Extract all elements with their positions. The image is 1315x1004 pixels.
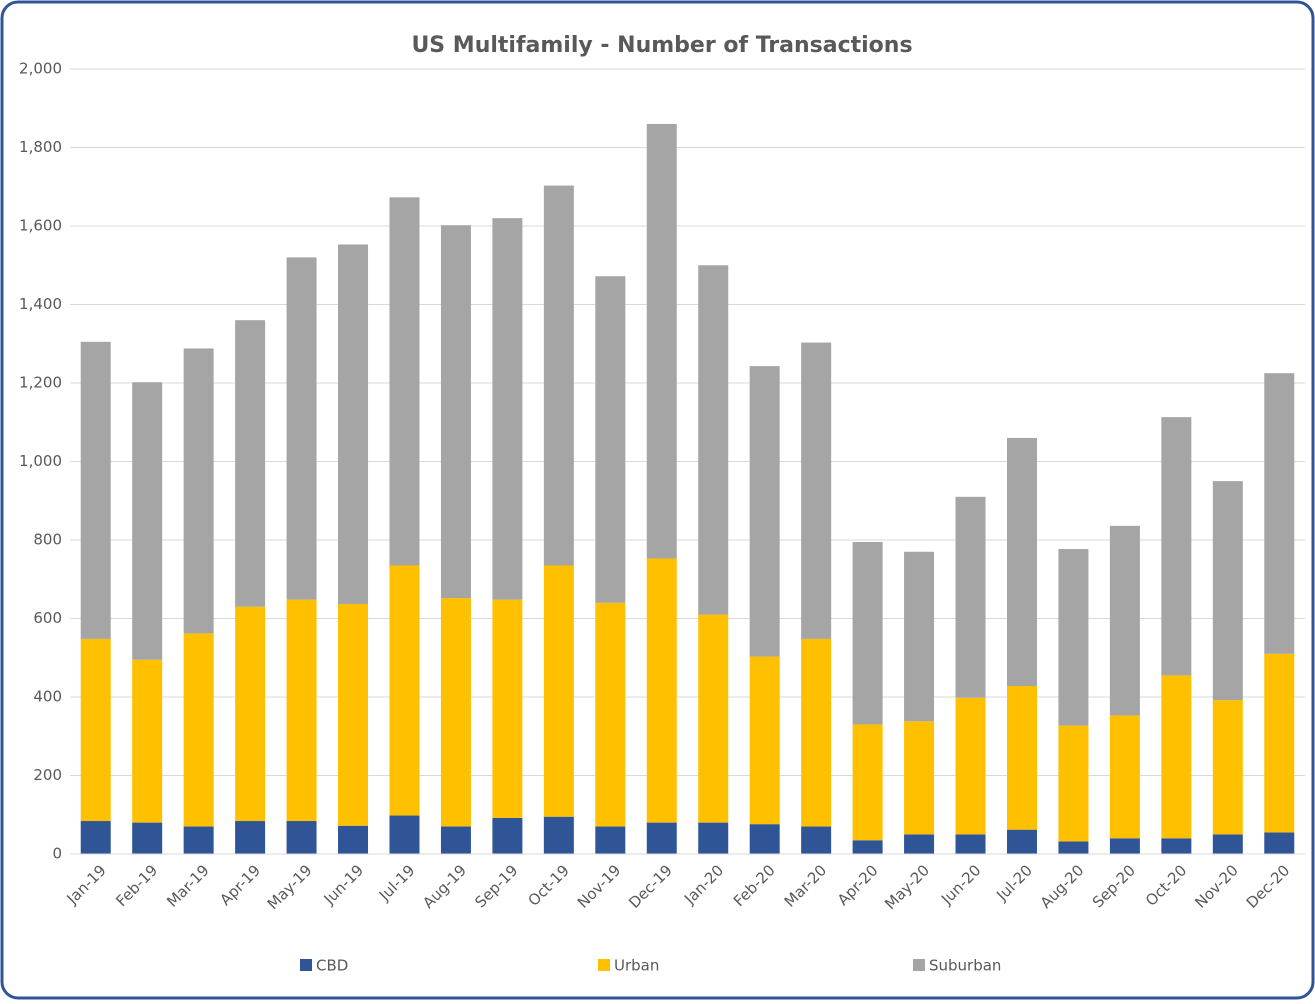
bar-segment bbox=[1109, 525, 1140, 716]
bar-segment bbox=[543, 816, 574, 854]
y-tick-label: 1,400 bbox=[19, 295, 62, 313]
bar-segment bbox=[955, 697, 986, 835]
bar-segment bbox=[132, 822, 163, 854]
bar-segment bbox=[492, 599, 523, 818]
bar-segment bbox=[1161, 838, 1192, 854]
bar-segment bbox=[646, 123, 677, 559]
bar-segment bbox=[338, 244, 369, 604]
bar-segment bbox=[646, 558, 677, 823]
bar-segment bbox=[1058, 841, 1089, 854]
bar-segment bbox=[80, 821, 111, 854]
bar-segment bbox=[389, 565, 420, 816]
y-tick-label: 1,200 bbox=[19, 374, 62, 392]
bar-segment bbox=[1006, 686, 1037, 830]
bar-segment bbox=[904, 834, 935, 854]
bar-segment bbox=[183, 633, 214, 827]
bar-segment bbox=[1109, 838, 1140, 854]
bar-segment bbox=[904, 551, 935, 722]
legend-swatch bbox=[300, 959, 312, 971]
bar-segment bbox=[440, 826, 471, 854]
bar-segment bbox=[595, 602, 626, 827]
legend-swatch bbox=[913, 959, 925, 971]
bar-segment bbox=[1006, 829, 1037, 854]
bar-segment bbox=[1058, 725, 1089, 842]
bar-segment bbox=[338, 825, 369, 854]
bar-segment bbox=[801, 826, 832, 854]
bar-segment bbox=[1264, 832, 1295, 854]
bar-segment bbox=[1264, 653, 1295, 833]
bar-segment bbox=[183, 826, 214, 854]
bar-segment bbox=[1161, 675, 1192, 839]
bar-segment bbox=[801, 342, 832, 639]
bar-segment bbox=[235, 320, 266, 607]
y-tick-label: 1,800 bbox=[19, 138, 62, 156]
bar-segment bbox=[1212, 481, 1243, 701]
bar-segment bbox=[389, 197, 420, 566]
bar-segment bbox=[1058, 549, 1089, 726]
bar-segment bbox=[1212, 834, 1243, 854]
bar-segment bbox=[338, 603, 369, 826]
bar-segment bbox=[955, 496, 986, 698]
legend-label: CBD bbox=[316, 957, 348, 975]
bar-segment bbox=[595, 276, 626, 603]
y-tick-label: 200 bbox=[33, 766, 62, 784]
bar-segment bbox=[80, 638, 111, 822]
bar-segment bbox=[132, 382, 163, 660]
bar-segment bbox=[286, 599, 317, 822]
bar-segment bbox=[749, 656, 780, 825]
bar-segment bbox=[80, 341, 111, 639]
bar-segment bbox=[286, 821, 317, 854]
bar-segment bbox=[1109, 715, 1140, 839]
bar-segment bbox=[492, 218, 523, 600]
bar-segment bbox=[183, 348, 214, 634]
bar-segment bbox=[492, 817, 523, 854]
bar-segment bbox=[440, 598, 471, 827]
y-tick-label: 800 bbox=[33, 531, 62, 549]
bar-segment bbox=[801, 638, 832, 827]
bar-segment bbox=[955, 834, 986, 854]
bar-segment bbox=[646, 822, 677, 854]
bar-segment bbox=[1161, 417, 1192, 676]
y-tick-label: 2,000 bbox=[19, 60, 62, 78]
y-tick-label: 1,000 bbox=[19, 452, 62, 470]
bar-segment bbox=[132, 659, 163, 823]
bar-segment bbox=[904, 721, 935, 835]
bar-segment bbox=[698, 822, 729, 854]
y-tick-label: 400 bbox=[33, 688, 62, 706]
bar-segment bbox=[749, 366, 780, 657]
y-tick-label: 1,600 bbox=[19, 217, 62, 235]
bar-segment bbox=[1006, 437, 1037, 687]
bar-segment bbox=[543, 565, 574, 817]
bar-segment bbox=[698, 614, 729, 823]
legend-label: Urban bbox=[614, 957, 659, 975]
chart-title: US Multifamily - Number of Transactions bbox=[411, 33, 912, 58]
bar-segment bbox=[852, 541, 883, 725]
bar-segment bbox=[698, 265, 729, 615]
bar-segment bbox=[286, 257, 317, 600]
bar-segment bbox=[852, 840, 883, 854]
bar-segment bbox=[440, 225, 471, 599]
legend-label: Suburban bbox=[929, 957, 1001, 975]
bar-segment bbox=[235, 821, 266, 854]
bar-segment bbox=[1212, 700, 1243, 835]
bar-segment bbox=[235, 606, 266, 822]
bar-segment bbox=[852, 724, 883, 841]
bar-segment bbox=[389, 815, 420, 854]
bar-segment bbox=[1264, 373, 1295, 654]
bar-segment bbox=[595, 826, 626, 854]
y-tick-label: 0 bbox=[52, 845, 62, 863]
legend-swatch bbox=[598, 959, 610, 971]
y-tick-label: 600 bbox=[33, 609, 62, 627]
bar-segment bbox=[749, 824, 780, 854]
bar-segment bbox=[543, 185, 574, 566]
